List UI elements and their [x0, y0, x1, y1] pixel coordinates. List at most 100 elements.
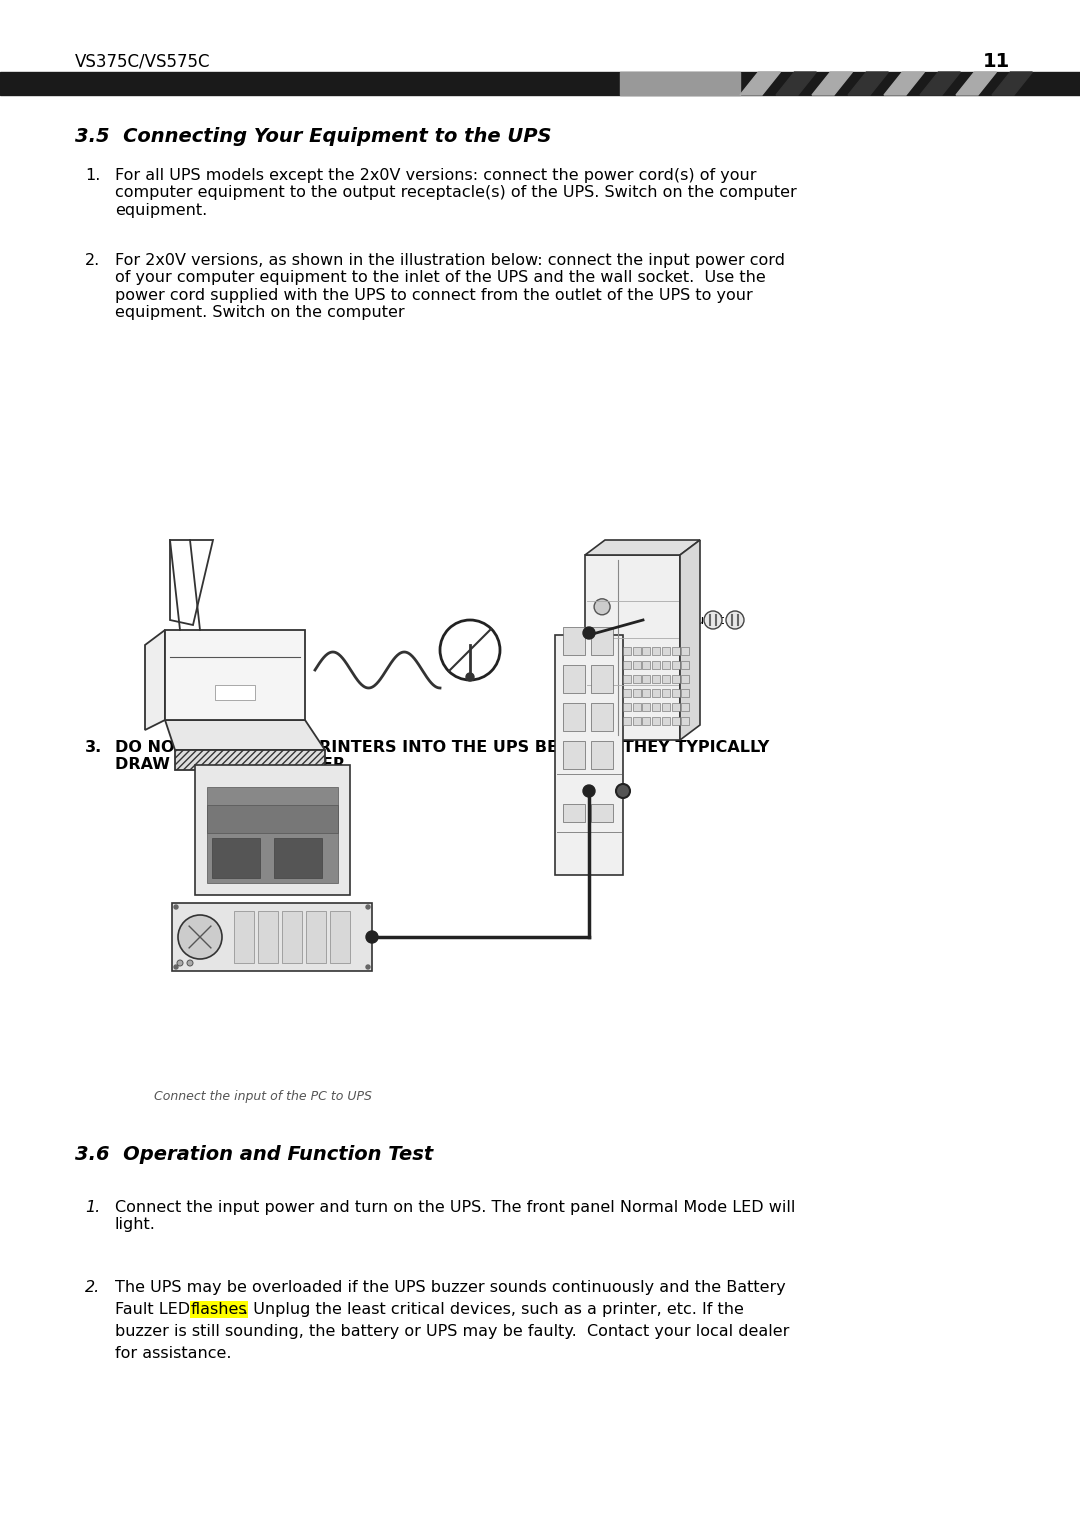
Bar	[672, 674, 679, 683]
Bar	[662, 674, 670, 683]
Bar	[681, 690, 689, 697]
Polygon shape	[885, 72, 924, 95]
Bar	[672, 703, 679, 711]
Bar	[563, 703, 585, 731]
Circle shape	[366, 931, 378, 943]
Text: Fault LED: Fault LED	[114, 1303, 195, 1316]
Bar	[652, 647, 660, 654]
Bar	[633, 717, 640, 725]
Text: flashes: flashes	[191, 1303, 247, 1316]
Bar	[591, 804, 613, 823]
Bar	[207, 787, 338, 884]
Circle shape	[174, 965, 178, 969]
Bar	[563, 627, 585, 656]
Circle shape	[583, 627, 595, 639]
Polygon shape	[740, 72, 781, 95]
Polygon shape	[165, 720, 325, 751]
FancyBboxPatch shape	[195, 764, 350, 894]
Text: Connect the input power and turn on the UPS. The front panel Normal Mode LED wil: Connect the input power and turn on the …	[114, 1200, 795, 1232]
Circle shape	[440, 619, 500, 680]
Bar	[652, 717, 660, 725]
Circle shape	[465, 673, 474, 680]
Bar	[234, 911, 254, 963]
Text: For 2x0V versions, as shown in the illustration below: connect the input power c: For 2x0V versions, as shown in the illus…	[114, 252, 785, 320]
Bar	[623, 647, 631, 654]
Text: DO NOT PLUG LASER PRINTERS INTO THE UPS BECAUSE THEY TYPICALLY
DRAW TOO MUCH POW: DO NOT PLUG LASER PRINTERS INTO THE UPS …	[114, 740, 769, 772]
Bar	[633, 703, 640, 711]
FancyBboxPatch shape	[585, 555, 680, 740]
Text: 11: 11	[983, 52, 1010, 70]
Bar	[681, 661, 689, 670]
Text: for assistance.: for assistance.	[114, 1346, 231, 1361]
Circle shape	[187, 960, 193, 966]
Bar	[633, 674, 640, 683]
Text: 2.: 2.	[85, 252, 100, 268]
Bar	[662, 690, 670, 697]
Bar	[652, 690, 660, 697]
Polygon shape	[145, 630, 165, 729]
Text: Connect the input of the PC to UPS: Connect the input of the PC to UPS	[153, 1090, 372, 1102]
Circle shape	[174, 905, 178, 910]
Text: To wall outlet: To wall outlet	[646, 613, 725, 627]
Bar	[643, 674, 650, 683]
Bar	[623, 674, 631, 683]
Bar	[274, 838, 322, 878]
Polygon shape	[956, 72, 997, 95]
Text: 2.: 2.	[85, 1280, 100, 1295]
Polygon shape	[170, 540, 213, 625]
Circle shape	[177, 960, 183, 966]
Polygon shape	[993, 72, 1032, 95]
Bar	[258, 911, 278, 963]
Bar	[662, 717, 670, 725]
Bar	[207, 804, 338, 833]
Polygon shape	[680, 540, 700, 740]
Bar	[563, 804, 585, 823]
Circle shape	[366, 905, 370, 910]
Bar	[662, 703, 670, 711]
Bar	[643, 661, 650, 670]
Bar	[623, 703, 631, 711]
Bar	[563, 742, 585, 769]
Text: buzzer is still sounding, the battery or UPS may be faulty.  Contact your local : buzzer is still sounding, the battery or…	[114, 1324, 789, 1339]
FancyBboxPatch shape	[165, 630, 305, 720]
FancyBboxPatch shape	[555, 635, 623, 875]
Bar	[633, 647, 640, 654]
Bar	[591, 665, 613, 693]
Bar	[0, 72, 1080, 95]
Bar	[282, 911, 302, 963]
Polygon shape	[920, 72, 960, 95]
Bar	[643, 690, 650, 697]
Text: 3.5  Connecting Your Equipment to the UPS: 3.5 Connecting Your Equipment to the UPS	[75, 127, 552, 145]
Bar	[662, 647, 670, 654]
Bar	[643, 717, 650, 725]
Circle shape	[726, 612, 744, 628]
Bar	[563, 665, 585, 693]
Bar	[215, 685, 255, 700]
Bar	[652, 674, 660, 683]
Polygon shape	[848, 72, 889, 95]
Polygon shape	[812, 72, 852, 95]
Bar	[643, 703, 650, 711]
Circle shape	[704, 612, 723, 628]
FancyBboxPatch shape	[172, 904, 372, 971]
Bar	[681, 674, 689, 683]
Text: VS375C/VS575C: VS375C/VS575C	[75, 52, 211, 70]
Polygon shape	[175, 751, 325, 771]
Bar	[672, 647, 679, 654]
Bar	[591, 742, 613, 769]
Text: 1.: 1.	[85, 1200, 100, 1216]
Bar	[591, 703, 613, 731]
Polygon shape	[585, 540, 700, 555]
Bar	[643, 647, 650, 654]
Circle shape	[616, 784, 630, 798]
Bar	[620, 72, 740, 95]
Polygon shape	[777, 72, 816, 95]
Text: For all UPS models except the 2x0V versions: connect the power cord(s) of your
c: For all UPS models except the 2x0V versi…	[114, 168, 797, 217]
Bar	[623, 690, 631, 697]
Text: 3.6  Operation and Function Test: 3.6 Operation and Function Test	[75, 1145, 433, 1164]
Bar	[591, 627, 613, 656]
Circle shape	[583, 784, 595, 797]
Text: 1.: 1.	[85, 168, 100, 183]
Text: 3.: 3.	[85, 740, 103, 755]
Bar	[330, 911, 350, 963]
